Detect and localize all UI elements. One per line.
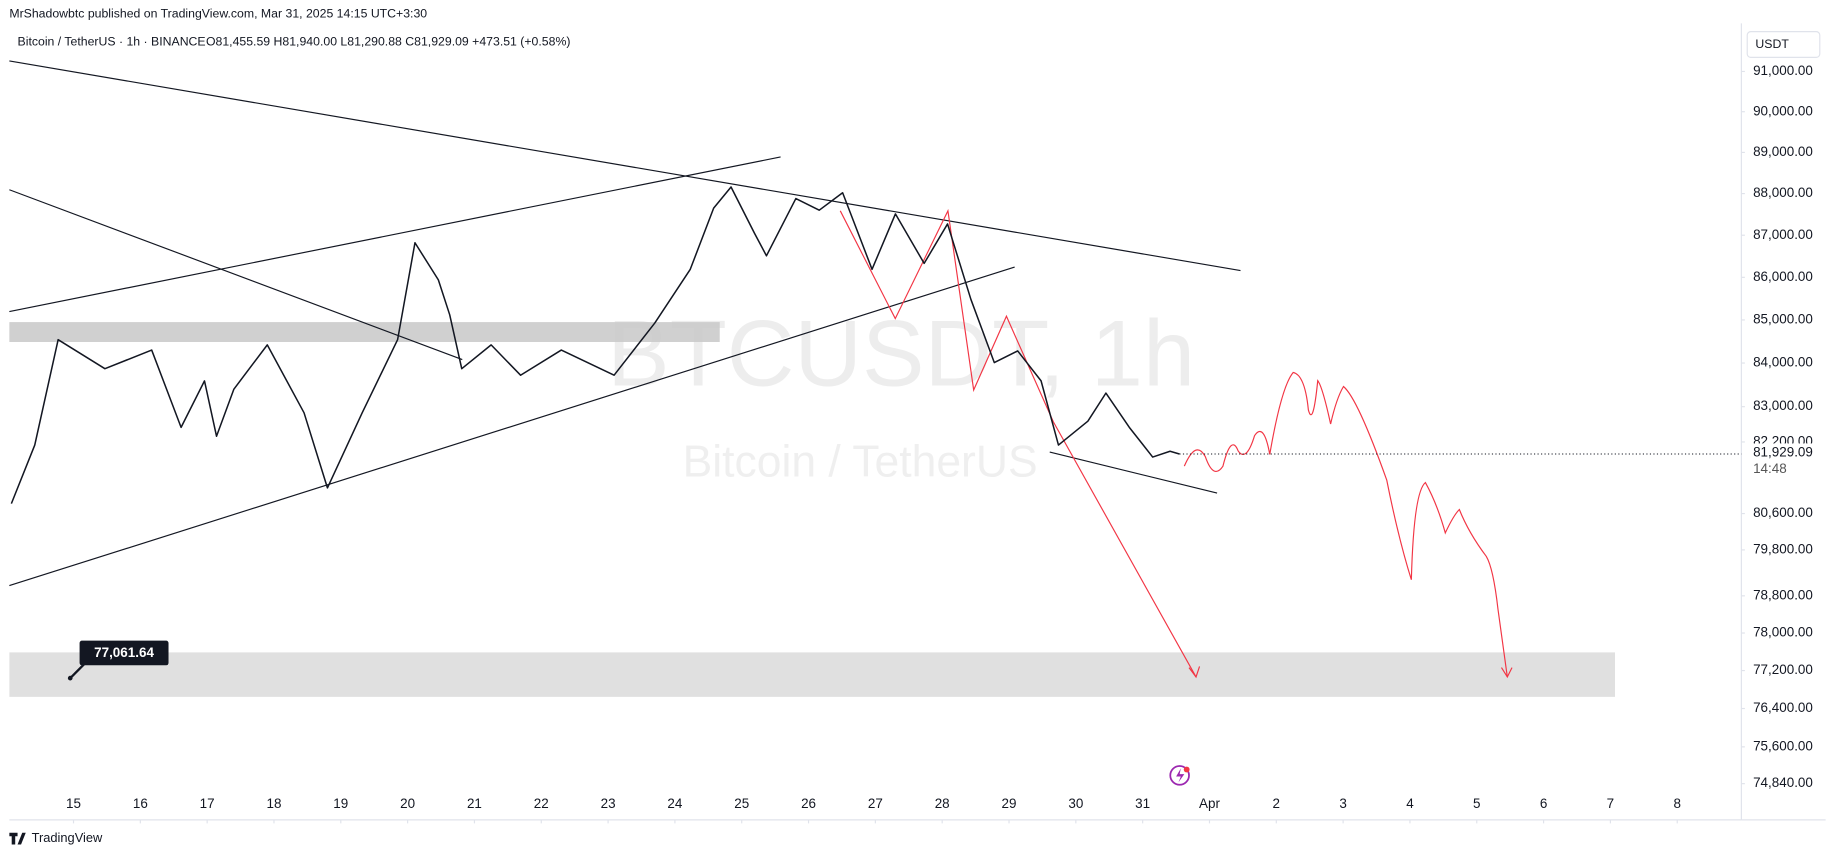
y-tick-label: 86,000.00 <box>1753 269 1813 284</box>
projection-curve <box>1183 371 1508 678</box>
symbol: Bitcoin / TetherUS · 1h · BINANCE <box>18 34 206 48</box>
y-tick-label: 83,000.00 <box>1753 398 1813 413</box>
price-line <box>10 186 1180 504</box>
y-tick-label: 84,000.00 <box>1753 355 1813 370</box>
x-tick-label: 8 <box>1673 796 1680 811</box>
target-label: 77,061.64 <box>94 645 154 660</box>
x-tick-label: 6 <box>1540 796 1547 811</box>
watermark-symbol: BTCUSDT, 1h <box>607 300 1195 405</box>
footer-logo <box>9 832 26 845</box>
arrow-head <box>1500 667 1513 679</box>
x-tick-label: 20 <box>400 796 415 811</box>
target-pointer <box>69 663 86 679</box>
x-tick-label: 22 <box>534 796 549 811</box>
trend-line <box>1049 451 1218 494</box>
x-tick-label: 4 <box>1406 796 1414 811</box>
x-tick-label: 15 <box>66 796 81 811</box>
last-price-box <box>1743 443 1826 477</box>
trend-line <box>9 60 1241 272</box>
x-tick-label: 2 <box>1273 796 1280 811</box>
x-tick-label: 29 <box>1002 796 1017 811</box>
x-tick-label: 7 <box>1607 796 1614 811</box>
y-tick-label: 89,000.00 <box>1753 144 1813 159</box>
x-tick-label: 16 <box>133 796 148 811</box>
y-tick-label: 90,000.00 <box>1753 103 1813 118</box>
x-tick-label: 23 <box>601 796 616 811</box>
x-tick-label: 30 <box>1068 796 1083 811</box>
y-tick-label: 80,600.00 <box>1753 505 1813 520</box>
target-dot <box>67 675 73 681</box>
y-tick-label: 85,000.00 <box>1753 311 1813 326</box>
y-tick-label: 78,800.00 <box>1753 587 1813 602</box>
y-tick-label: 76,400.00 <box>1753 700 1813 715</box>
trend-line <box>9 266 1015 587</box>
footer-brand: TradingView <box>32 830 103 845</box>
watermark-name: Bitcoin / TetherUS <box>683 438 1038 487</box>
x-tick-label: 5 <box>1473 796 1480 811</box>
trend-line <box>9 156 781 313</box>
y-tick-label: 78,000.00 <box>1753 625 1813 640</box>
x-tick-label: 18 <box>266 796 281 811</box>
event-bolt <box>1176 768 1185 783</box>
y-tick-label: 91,000.00 <box>1753 63 1813 78</box>
x-tick-label: 31 <box>1135 796 1150 811</box>
y-tick-label: 87,000.00 <box>1753 227 1813 242</box>
projections <box>839 208 1513 679</box>
projection-path <box>839 208 1197 678</box>
x-tick-label: 17 <box>200 796 215 811</box>
x-tick-label: 3 <box>1339 796 1346 811</box>
trend-lines <box>9 60 1241 587</box>
arrow-head <box>1188 666 1201 679</box>
x-tick-label: 24 <box>667 796 682 811</box>
x-tick-label: 27 <box>868 796 883 811</box>
event-dot <box>1183 766 1190 773</box>
currency-box[interactable] <box>1746 31 1821 58</box>
support-zone <box>9 652 1615 697</box>
x-tick-label: 21 <box>467 796 482 811</box>
trend-line <box>9 189 463 361</box>
ohlc: O81,455.59 H81,940.00 L81,290.88 C81,929… <box>206 34 570 48</box>
x-tick-label: 28 <box>935 796 950 811</box>
y-tick-label: 88,000.00 <box>1753 185 1813 200</box>
countdown: 14:48 <box>1753 461 1787 476</box>
x-tick-label: 25 <box>734 796 749 811</box>
target-box <box>79 640 169 666</box>
x-tick-label: 26 <box>801 796 816 811</box>
x-tick-label: 19 <box>333 796 348 811</box>
x-tick-label: Apr <box>1199 796 1220 811</box>
y-tick-label: 74,840.00 <box>1753 775 1813 790</box>
y-tick-label: 77,200.00 <box>1753 662 1813 677</box>
event-icon[interactable] <box>1169 765 1190 786</box>
resistance-zone <box>9 322 720 342</box>
publisher: MrShadowbtc published on TradingView.com… <box>9 6 427 20</box>
y-tick-label: 75,600.00 <box>1753 738 1813 753</box>
last-price: 81,929.09 <box>1753 444 1813 459</box>
y-tick-label: 79,800.00 <box>1753 541 1813 556</box>
currency: USDT <box>1755 37 1789 51</box>
